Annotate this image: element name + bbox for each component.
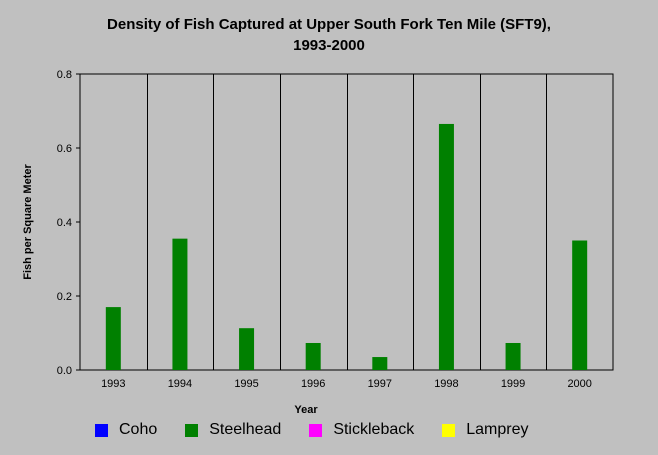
legend-swatch [95, 423, 108, 437]
y-axis-label: Fish per Square Meter [22, 164, 34, 280]
legend-label: Coho [119, 421, 158, 438]
chart-title-line-2: 1993-2000 [293, 37, 365, 54]
bar-steelhead-1993 [105, 307, 121, 370]
legend-item-coho: Coho [95, 421, 157, 439]
x-axis-label: Year [294, 404, 318, 416]
bar-steelhead-1999 [505, 342, 521, 370]
legend-label: Steelhead [209, 421, 282, 438]
x-tick-label: 2000 [567, 378, 591, 390]
legend-swatch [309, 423, 323, 437]
legend: Coho Steelhead Stickleback Lamprey [95, 419, 556, 441]
y-tick-label: 0.2 [57, 291, 72, 303]
x-tick-label: 1999 [501, 378, 525, 390]
chart-title-line-1: Density of Fish Captured at Upper South … [107, 16, 551, 33]
y-tick-label: 0.0 [57, 365, 72, 377]
x-tick-label: 1995 [234, 378, 258, 390]
legend-item-steelhead: Steelhead [185, 421, 281, 439]
chart-title: Density of Fish Captured at Upper South … [0, 14, 658, 56]
bar-steelhead-1995 [239, 328, 255, 370]
bar-steelhead-1994 [172, 238, 188, 370]
x-tick-label: 1996 [301, 378, 325, 390]
legend-label: Stickleback [333, 421, 415, 438]
x-tick-label: 1993 [101, 378, 125, 390]
legend-swatch [185, 423, 199, 437]
legend-swatch [442, 423, 456, 437]
x-axis-ticks: 1993 1994 1995 1996 1997 1998 1999 2000 [101, 378, 592, 390]
plot-area [79, 73, 614, 371]
x-tick-label: 1994 [168, 378, 192, 390]
legend-item-stickleback: Stickleback [309, 421, 414, 439]
x-tick-label: 1997 [368, 378, 392, 390]
y-tick-label: 0.8 [57, 69, 72, 81]
legend-item-lamprey: Lamprey [442, 421, 528, 439]
bar-steelhead-2000 [572, 240, 588, 370]
y-tick-label: 0.6 [57, 143, 72, 155]
gridlines [147, 74, 547, 370]
y-tick-label: 0.4 [57, 217, 72, 229]
bar-steelhead-1997 [372, 357, 388, 370]
bars [105, 123, 588, 370]
legend-label: Lamprey [466, 421, 529, 438]
bar-steelhead-1998 [438, 123, 454, 370]
y-axis-ticks: 0.0 0.2 0.4 0.6 0.8 [57, 69, 80, 377]
x-tick-label: 1998 [434, 378, 458, 390]
bar-steelhead-1996 [305, 342, 321, 370]
